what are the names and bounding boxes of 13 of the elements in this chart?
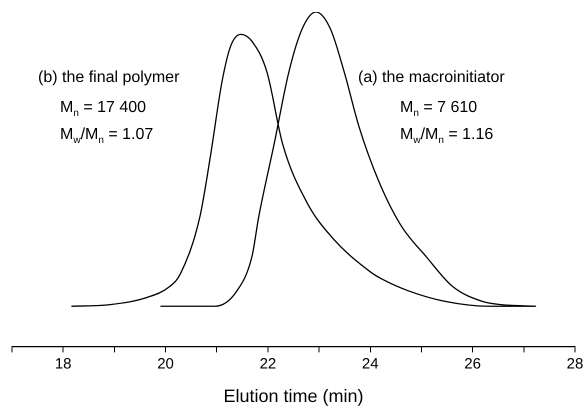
x-tick-label: 24 xyxy=(362,356,379,373)
annotation: M$_{n}$ = 17 400 xyxy=(60,99,146,120)
x-tick-label: 22 xyxy=(260,356,276,373)
x-axis-title: Elution time (min) xyxy=(223,386,364,406)
annotation: M$_{w}$/M$_{n}$ = 1.16 xyxy=(400,126,494,146)
annotation: M$_{n}$ = 7 610 xyxy=(400,99,478,120)
annotation: (b) the final polymer xyxy=(38,69,180,86)
x-tick-label: 20 xyxy=(157,356,174,373)
x-tick-label: 18 xyxy=(54,356,72,373)
annotation: M$_{w}$/M$_{n}$ = 1.07 xyxy=(60,126,154,146)
x-tick-label: 26 xyxy=(464,356,481,373)
annotation: (a) the macroinitiator xyxy=(358,69,505,86)
x-tick-label: 28 xyxy=(566,356,584,373)
